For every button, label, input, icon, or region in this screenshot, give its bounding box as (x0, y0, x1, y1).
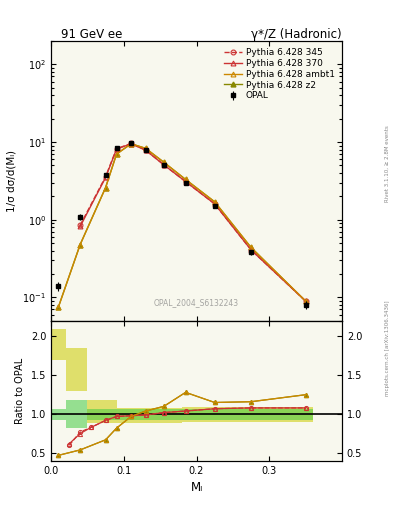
Pythia 6.428 ambt1 (78, 242, 83, 248)
Line: Pythia 6.428 z2: Pythia 6.428 z2 (56, 141, 308, 310)
Pythia 6.428 ambt1 (183, 177, 188, 183)
Pythia 6.428 z2 (143, 145, 148, 152)
Y-axis label: 1/σ dσ/d(Mₗ): 1/σ dσ/d(Mₗ) (7, 150, 17, 212)
Pythia 6.428 345 (143, 147, 148, 153)
Pythia 6.428 z2 (162, 159, 166, 165)
Pythia 6.428 370 (103, 175, 108, 181)
Pythia 6.428 370 (78, 223, 83, 229)
Text: OPAL_2004_S6132243: OPAL_2004_S6132243 (154, 298, 239, 307)
Pythia 6.428 345 (249, 247, 253, 253)
Pythia 6.428 370 (162, 162, 166, 168)
Pythia 6.428 345 (183, 179, 188, 185)
Pythia 6.428 ambt1 (249, 244, 253, 250)
Pythia 6.428 z2 (183, 177, 188, 183)
Pythia 6.428 345 (129, 140, 134, 146)
Pythia 6.428 ambt1 (114, 151, 119, 157)
Pythia 6.428 345 (78, 222, 83, 228)
Legend: Pythia 6.428 345, Pythia 6.428 370, Pythia 6.428 ambt1, Pythia 6.428 z2, OPAL: Pythia 6.428 345, Pythia 6.428 370, Pyth… (221, 46, 338, 103)
Pythia 6.428 370 (303, 298, 308, 304)
X-axis label: Mₗ: Mₗ (191, 481, 202, 494)
Pythia 6.428 ambt1 (212, 199, 217, 205)
Line: Pythia 6.428 345: Pythia 6.428 345 (78, 141, 308, 304)
Pythia 6.428 z2 (78, 242, 83, 248)
Text: γ*/Z (Hadronic): γ*/Z (Hadronic) (251, 28, 342, 41)
Pythia 6.428 ambt1 (56, 304, 61, 310)
Text: Rivet 3.1.10, ≥ 2.8M events: Rivet 3.1.10, ≥ 2.8M events (385, 125, 389, 202)
Pythia 6.428 370 (129, 141, 134, 147)
Pythia 6.428 ambt1 (129, 141, 134, 147)
Pythia 6.428 370 (249, 247, 253, 253)
Pythia 6.428 345 (212, 201, 217, 207)
Line: Pythia 6.428 370: Pythia 6.428 370 (78, 141, 308, 304)
Pythia 6.428 z2 (114, 151, 119, 157)
Pythia 6.428 370 (212, 201, 217, 207)
Pythia 6.428 z2 (129, 141, 134, 147)
Text: 91 GeV ee: 91 GeV ee (61, 28, 122, 41)
Pythia 6.428 z2 (103, 184, 108, 190)
Y-axis label: Ratio to OPAL: Ratio to OPAL (15, 358, 25, 424)
Pythia 6.428 345 (114, 146, 119, 152)
Pythia 6.428 z2 (212, 199, 217, 205)
Pythia 6.428 z2 (303, 298, 308, 304)
Pythia 6.428 z2 (249, 244, 253, 250)
Pythia 6.428 z2 (56, 304, 61, 310)
Text: mcplots.cern.ch [arXiv:1306.3436]: mcplots.cern.ch [arXiv:1306.3436] (385, 301, 389, 396)
Pythia 6.428 370 (143, 147, 148, 153)
Pythia 6.428 370 (114, 146, 119, 152)
Pythia 6.428 ambt1 (103, 184, 108, 190)
Pythia 6.428 345 (103, 174, 108, 180)
Pythia 6.428 345 (162, 162, 166, 168)
Pythia 6.428 345 (303, 298, 308, 304)
Pythia 6.428 370 (183, 179, 188, 185)
Pythia 6.428 ambt1 (162, 159, 166, 165)
Pythia 6.428 ambt1 (143, 145, 148, 152)
Pythia 6.428 ambt1 (303, 298, 308, 304)
Line: Pythia 6.428 ambt1: Pythia 6.428 ambt1 (56, 141, 308, 310)
